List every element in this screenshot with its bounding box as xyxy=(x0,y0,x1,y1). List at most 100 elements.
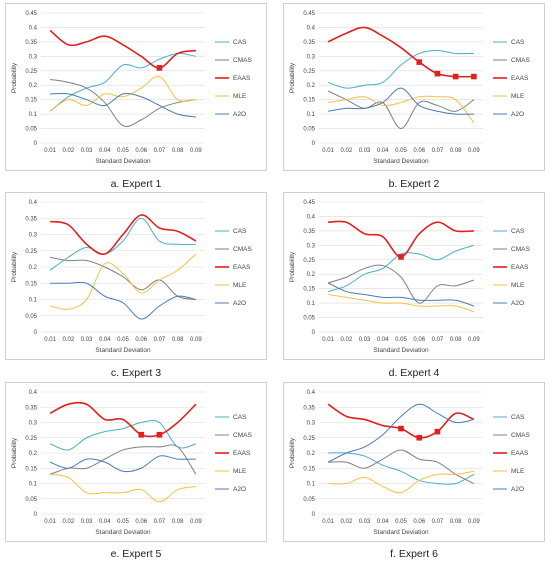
x-tick-label: 0.06 xyxy=(413,148,425,154)
x-tick-label: 0.02 xyxy=(340,337,352,343)
chart-caption: f. Expert 6 xyxy=(390,548,438,560)
y-tick-label: 0.25 xyxy=(25,436,37,442)
x-tick-label: 0.04 xyxy=(377,337,389,343)
data-marker-eaas xyxy=(156,431,163,438)
y-tick-label: 0.35 xyxy=(303,229,315,235)
chart-caption: c. Expert 3 xyxy=(110,367,162,379)
chart-panel-3: 0 0.05 0.1 0.15 0.2 0.25 0.3 0.35 0.4 0.01 0.02 0.0… xyxy=(5,192,267,360)
legend-label-mle: MLE xyxy=(511,93,525,100)
y-tick-label: 0 xyxy=(312,512,316,518)
x-tick-label: 0.07 xyxy=(154,337,166,343)
x-tick-label: 0.08 xyxy=(450,519,462,525)
x-tick-label: 0.08 xyxy=(450,337,462,343)
y-tick-label: 0.45 xyxy=(25,11,37,17)
y-tick-label: 0.3 xyxy=(29,54,38,60)
x-tick-label: 0.03 xyxy=(81,148,93,154)
y-tick-label: 0.15 xyxy=(303,466,315,472)
y-tick-label: 0.25 xyxy=(303,436,315,442)
x-tick-label: 0.04 xyxy=(99,519,111,525)
chart-svg: 0 0.05 0.1 0.15 0.2 0.25 0.3 0.35 0.4 0.01 0.02 0.0… xyxy=(289,390,530,536)
legend-label-cmas: CMAS xyxy=(233,57,252,64)
y-tick-label: 0.2 xyxy=(307,272,316,278)
series-line-eaas xyxy=(49,401,197,438)
legend-label-cas: CAS xyxy=(233,39,247,46)
series-line-cmas xyxy=(49,444,197,475)
legend-label-mle: MLE xyxy=(233,468,247,475)
series-line-mle xyxy=(328,95,475,124)
chart-svg: 0 0.05 0.1 0.15 0.2 0.25 0.3 0.35 0.4 0.45 0.01 0.0… xyxy=(11,11,252,165)
x-tick-label: 0.06 xyxy=(413,337,425,343)
y-tick-label: 0.4 xyxy=(307,390,316,396)
x-tick-label: 0.09 xyxy=(468,337,480,343)
y-axis-label: Probability xyxy=(289,251,296,282)
legend-label-cmas: CMAS xyxy=(511,246,530,253)
chart-caption: b. Expert 2 xyxy=(388,178,440,190)
x-tick-label: 0.02 xyxy=(340,148,352,154)
y-tick-label: 0.1 xyxy=(307,482,316,488)
series-line-mle xyxy=(328,470,474,494)
series-line-mle xyxy=(328,293,475,313)
series-line-eaas xyxy=(49,214,197,256)
chart-svg: 0 0.05 0.1 0.15 0.2 0.25 0.3 0.35 0.4 0.45 0.01 0.0… xyxy=(289,11,530,165)
legend-label-cas: CAS xyxy=(511,414,525,421)
y-tick-label: 0.15 xyxy=(303,287,315,293)
chart-panel-5: 0 0.05 0.1 0.15 0.2 0.25 0.3 0.35 0.4 0.01 0.02 0.0… xyxy=(5,382,267,542)
y-tick-label: 0.4 xyxy=(307,214,316,220)
chart-panel-4: 0 0.05 0.1 0.15 0.2 0.25 0.3 0.35 0.4 0.45 0.01 0.0… xyxy=(283,192,545,360)
chart-panel-2: 0 0.05 0.1 0.15 0.2 0.25 0.3 0.35 0.4 0.45 0.01 0.0… xyxy=(283,3,545,171)
legend-label-a2o: A2O xyxy=(511,300,524,307)
y-axis-label: Probability xyxy=(11,437,18,468)
series-line-cmas xyxy=(327,90,475,130)
data-marker-eaas xyxy=(156,65,163,71)
y-tick-label: 0.35 xyxy=(25,40,37,46)
x-tick-label: 0.03 xyxy=(81,337,93,343)
y-tick-label: 0.05 xyxy=(303,127,315,133)
x-tick-label: 0.07 xyxy=(154,148,166,154)
x-tick-label: 0.08 xyxy=(172,519,184,525)
x-tick-label: 0.09 xyxy=(468,148,480,154)
x-tick-label: 0.01 xyxy=(44,519,56,525)
chart-caption: e. Expert 5 xyxy=(110,548,162,560)
x-tick-label: 0.04 xyxy=(377,519,389,525)
y-tick-label: 0 xyxy=(34,512,38,518)
y-axis-label: Probability xyxy=(11,251,18,282)
legend-label-eaas: EAAS xyxy=(511,450,529,457)
legend-label-mle: MLE xyxy=(511,468,525,475)
series-line-cas xyxy=(327,50,474,89)
series-line-cmas xyxy=(327,264,475,304)
y-tick-label: 0.2 xyxy=(29,265,38,271)
y-tick-label: 0.4 xyxy=(29,390,38,396)
x-axis-label: Standard Deviation xyxy=(373,158,429,165)
x-tick-label: 0.05 xyxy=(395,148,407,154)
data-marker-eaas xyxy=(398,254,404,260)
data-marker-eaas xyxy=(416,434,423,441)
x-tick-label: 0.09 xyxy=(468,519,480,525)
legend-label-eaas: EAAS xyxy=(511,264,529,271)
y-tick-label: 0.2 xyxy=(29,451,38,457)
series-line-cmas xyxy=(328,449,475,484)
y-tick-label: 0.15 xyxy=(25,281,37,287)
legend-label-mle: MLE xyxy=(233,282,247,289)
series-line-a2o xyxy=(327,282,475,307)
legend-label-cas: CAS xyxy=(233,228,247,235)
x-tick-label: 0.03 xyxy=(81,519,93,525)
series-line-eaas xyxy=(328,220,474,258)
x-tick-label: 0.07 xyxy=(154,519,166,525)
data-marker-eaas xyxy=(398,425,404,432)
x-tick-label: 0.05 xyxy=(117,337,129,343)
x-tick-label: 0.04 xyxy=(377,148,389,154)
x-tick-label: 0.05 xyxy=(117,519,129,525)
y-tick-label: 0.15 xyxy=(25,466,37,472)
chart-frame xyxy=(283,382,545,542)
y-tick-label: 0.05 xyxy=(303,497,315,503)
x-axis-label: Standard Deviation xyxy=(95,347,151,354)
y-tick-label: 0.2 xyxy=(307,451,316,457)
chart-svg: 0 0.05 0.1 0.15 0.2 0.25 0.3 0.35 0.4 0.01 0.02 0.0… xyxy=(11,200,252,354)
x-tick-label: 0.02 xyxy=(62,148,74,154)
x-tick-label: 0.09 xyxy=(190,337,202,343)
y-tick-label: 0.15 xyxy=(303,98,315,104)
x-tick-label: 0.02 xyxy=(62,519,74,525)
series-line-cas xyxy=(328,452,475,485)
y-tick-label: 0.3 xyxy=(307,421,316,427)
y-tick-label: 0.05 xyxy=(25,127,37,133)
